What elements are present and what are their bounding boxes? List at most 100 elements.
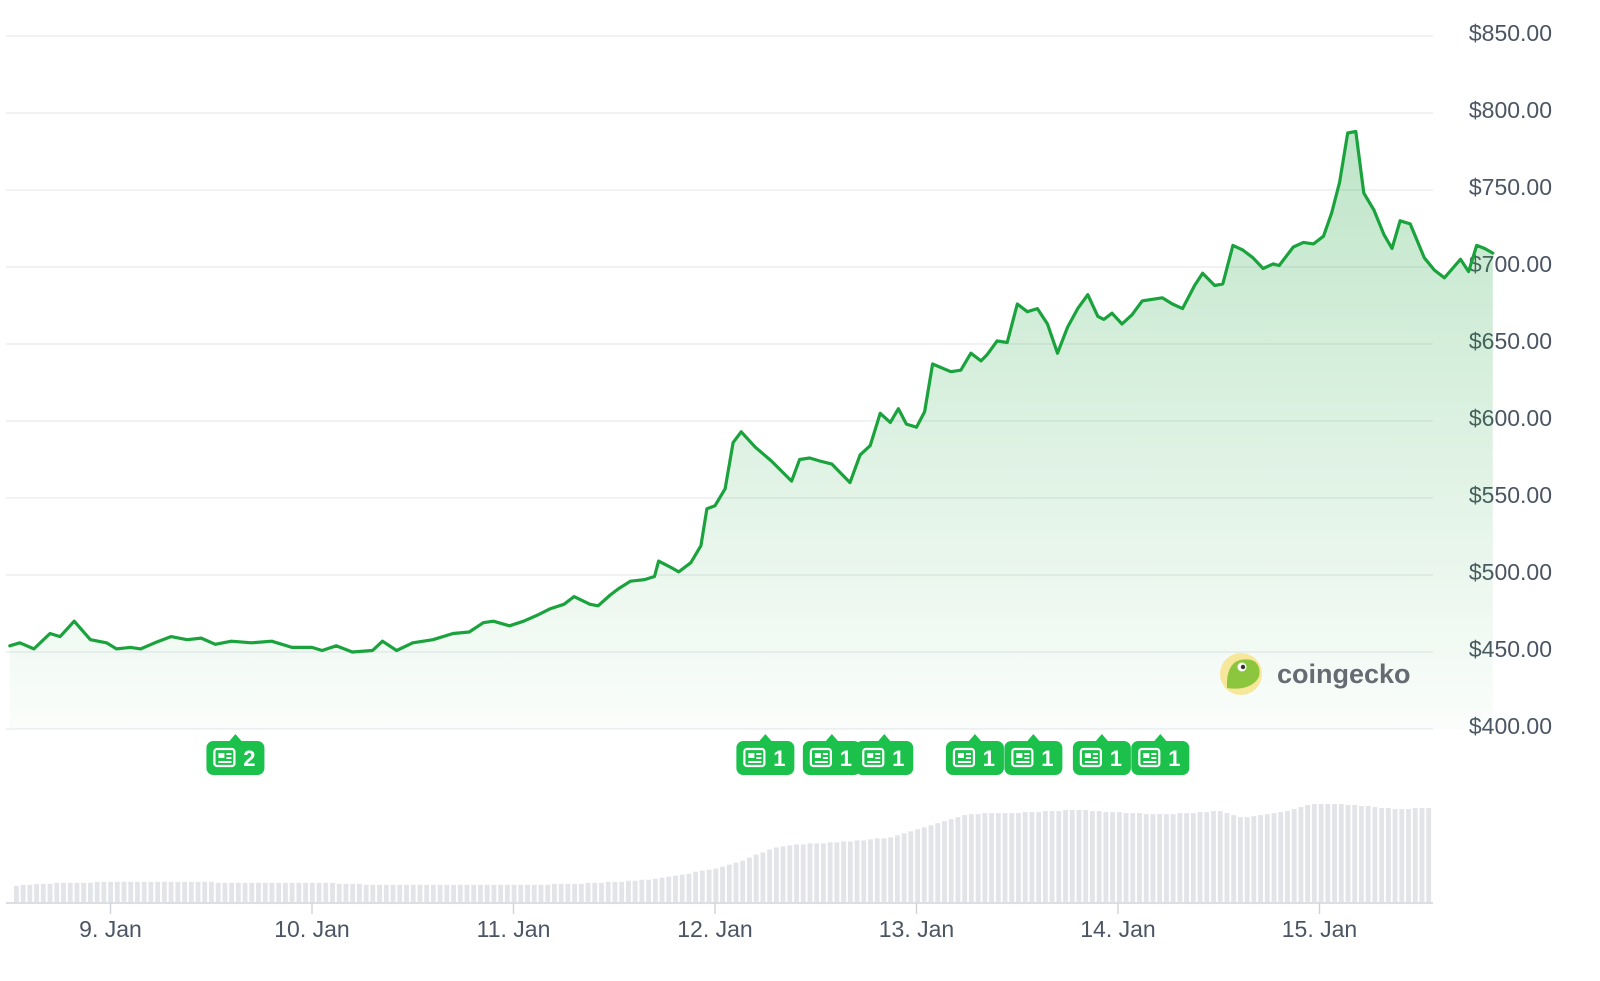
x-tick-label: 11. Jan xyxy=(477,916,551,942)
volume-bar xyxy=(538,884,544,902)
volume-bar xyxy=(188,881,194,902)
volume-bar xyxy=(599,882,604,902)
volume-bar xyxy=(1157,814,1163,902)
volume-bar xyxy=(760,852,766,902)
volume-bar xyxy=(182,881,187,902)
volume-bar xyxy=(874,838,880,902)
volume-bar xyxy=(847,841,853,902)
volume-bar xyxy=(249,882,255,902)
volume-bar xyxy=(821,843,826,902)
volume-bar xyxy=(74,882,80,902)
news-badge-count: 1 xyxy=(840,746,852,771)
volume-bar xyxy=(558,883,564,902)
volume-bar xyxy=(235,882,241,902)
news-badge[interactable]: 2 xyxy=(206,734,265,775)
volume-bar xyxy=(296,882,302,902)
news-badge[interactable]: 1 xyxy=(1072,734,1131,775)
news-badge[interactable]: 1 xyxy=(1004,734,1063,775)
volume-bar xyxy=(209,881,214,902)
volume-bar xyxy=(787,845,793,902)
volume-bar xyxy=(1372,807,1378,902)
news-badge-count: 1 xyxy=(1041,746,1053,771)
volume-bar xyxy=(780,846,786,902)
volume-bar xyxy=(94,881,100,902)
volume-bar xyxy=(1197,812,1203,902)
volume-bar xyxy=(410,884,416,902)
volume-bar xyxy=(424,884,430,902)
volume-bar xyxy=(1305,805,1311,902)
volume-bar xyxy=(908,831,914,902)
volume-bar xyxy=(269,882,275,902)
volume-bar xyxy=(67,882,73,902)
x-tick-label: 9. Jan xyxy=(79,916,142,942)
volume-bar xyxy=(948,819,954,902)
volume-bar xyxy=(54,882,60,902)
volume-bar xyxy=(1069,810,1075,902)
volume-bar xyxy=(1177,813,1183,902)
volume-bar xyxy=(1264,814,1270,902)
x-tick-label: 14. Jan xyxy=(1080,916,1155,942)
volume-bar xyxy=(968,814,974,902)
volume-bar xyxy=(545,884,551,902)
volume-bar xyxy=(686,873,692,902)
news-badge[interactable]: 1 xyxy=(1131,734,1190,775)
volume-bar xyxy=(740,860,746,902)
volume-bar xyxy=(1016,813,1021,902)
volume-bar xyxy=(1392,809,1398,902)
volume-bar xyxy=(303,882,309,902)
volume-bar xyxy=(1285,811,1290,902)
volume-bar xyxy=(101,881,107,902)
volume-bar xyxy=(27,884,33,902)
news-badges[interactable]: 2 1 1 1 1 1 1 1 xyxy=(206,734,1190,775)
volume-bar xyxy=(457,884,463,902)
volume-bar xyxy=(794,844,799,902)
price-area xyxy=(9,131,1493,729)
volume-bar xyxy=(1311,804,1317,902)
news-badge-count: 1 xyxy=(983,746,995,771)
volume-bar xyxy=(1170,814,1176,902)
volume-bar xyxy=(1002,813,1008,902)
news-badge[interactable]: 1 xyxy=(736,734,795,775)
volume-bar xyxy=(128,881,134,902)
volume-bar xyxy=(34,883,40,902)
volume-bar xyxy=(1110,812,1116,902)
volume-bar xyxy=(87,882,93,902)
volume-bar xyxy=(350,883,356,902)
news-badge[interactable]: 1 xyxy=(855,734,914,775)
volume-bar xyxy=(1042,811,1048,902)
volume-bar xyxy=(612,881,618,902)
volume-bar xyxy=(679,874,685,902)
news-badge[interactable]: 1 xyxy=(802,734,861,775)
volume-bar xyxy=(316,882,322,902)
volume-bar xyxy=(451,884,456,902)
volume-bar xyxy=(1150,814,1156,902)
volume-bar xyxy=(989,813,994,902)
volume-bar xyxy=(1090,811,1095,902)
news-badge[interactable]: 1 xyxy=(945,734,1004,775)
volume-bar xyxy=(1271,813,1277,902)
volume-bar xyxy=(807,843,813,902)
volume-bar xyxy=(114,881,120,902)
price-line[interactable] xyxy=(8,129,1495,654)
volume-bar xyxy=(1029,812,1035,902)
volume-bar xyxy=(148,881,154,902)
volume-bar xyxy=(1137,813,1142,902)
volume-bar xyxy=(726,864,732,902)
volume-bar xyxy=(40,883,46,902)
volume-bar xyxy=(915,829,921,902)
volume-bar xyxy=(195,881,201,902)
volume-bar xyxy=(868,839,873,902)
x-tick-label: 13. Jan xyxy=(879,916,954,942)
volume-bar xyxy=(518,884,524,902)
volume-bar xyxy=(673,875,678,902)
volume-bar xyxy=(202,881,208,902)
volume-bar xyxy=(646,879,651,902)
volume-bar xyxy=(363,884,369,902)
volume-bar xyxy=(404,884,409,902)
volume-bar xyxy=(370,884,376,902)
volume-bar xyxy=(108,881,113,902)
volume-bar xyxy=(1365,806,1371,902)
volume-bar xyxy=(383,884,389,902)
volume-bar xyxy=(854,840,860,902)
